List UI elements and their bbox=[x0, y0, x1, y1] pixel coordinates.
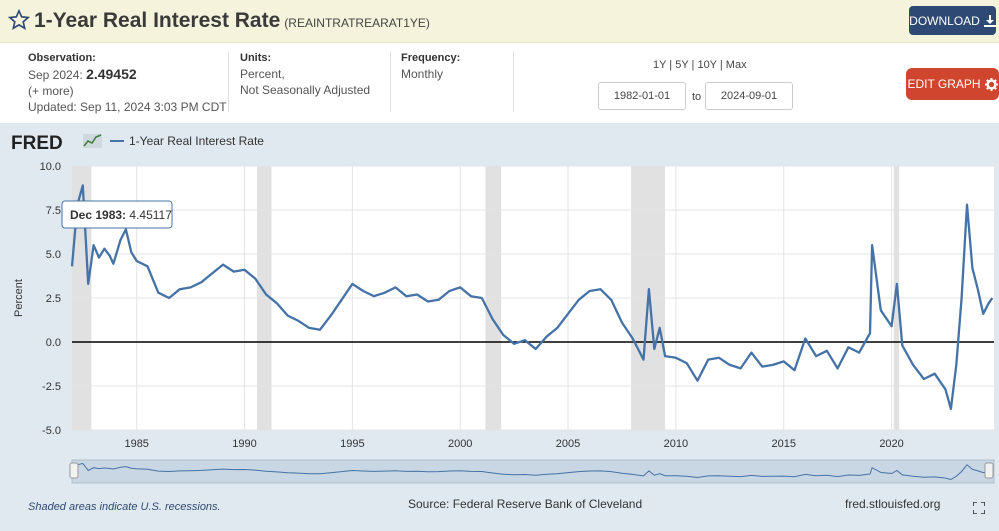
x-tick-label: 1990 bbox=[232, 438, 256, 450]
navigator-line bbox=[71, 462, 993, 481]
y-tick-label: 5.0 bbox=[46, 249, 61, 261]
legend-label: 1-Year Real Interest Rate bbox=[129, 134, 264, 148]
x-tick-label: 1995 bbox=[340, 438, 364, 450]
header-bar: 1-Year Real Interest Rate (REAINTRATREARA… bbox=[0, 0, 999, 43]
download-icon bbox=[983, 14, 996, 27]
observation-label: Observation: bbox=[28, 52, 96, 64]
y-tick-label: 10.0 bbox=[40, 161, 61, 173]
end-date-input[interactable]: 2024-09-01 bbox=[705, 82, 793, 110]
y-tick-label: 2.5 bbox=[46, 293, 61, 305]
units-block: Units: Percent, Not Seasonally Adjusted bbox=[240, 50, 370, 98]
series-id: (REAINTRATREARAT1YE) bbox=[284, 16, 430, 30]
series-title: 1-Year Real Interest Rate bbox=[34, 9, 281, 32]
y-axis-label: Percent bbox=[13, 279, 25, 317]
range-links[interactable]: 1Y | 5Y | 10Y | Max bbox=[653, 59, 747, 71]
frequency-value: Monthly bbox=[401, 67, 444, 81]
frequency-label: Frequency: bbox=[401, 52, 461, 64]
frequency-block: Frequency: Monthly bbox=[401, 50, 460, 82]
observation-block: Observation: Sep 2024: 2.49452 (+ more) … bbox=[28, 50, 227, 115]
fred-logo: FRED bbox=[11, 133, 63, 154]
navigator-track[interactable] bbox=[71, 459, 995, 484]
tooltip-date: Dec 1983: bbox=[70, 208, 126, 222]
gear-icon bbox=[984, 77, 998, 91]
page-title: 1-Year Real Interest Rate (REAINTRATREARA… bbox=[34, 9, 430, 33]
x-tick-label: 2020 bbox=[879, 438, 903, 450]
y-tick-label: 0.0 bbox=[46, 337, 61, 349]
navigator-handle-left[interactable] bbox=[69, 462, 79, 479]
updated-text: Updated: Sep 11, 2024 3:03 PM CDT bbox=[28, 100, 227, 114]
x-tick-label: 2010 bbox=[664, 438, 688, 450]
x-tick-label: 2000 bbox=[448, 438, 472, 450]
units-label: Units: bbox=[240, 52, 272, 64]
y-tick-label: -5.0 bbox=[42, 425, 61, 437]
source-text: Source: Federal Reserve Bank of Clevelan… bbox=[408, 497, 643, 511]
edit-graph-label: EDIT GRAPH bbox=[907, 77, 981, 91]
download-button[interactable]: DOWNLOAD bbox=[909, 6, 996, 35]
fullscreen-icon[interactable] bbox=[973, 502, 985, 514]
divider bbox=[390, 52, 391, 112]
navigator-handle-right[interactable] bbox=[984, 462, 994, 479]
tooltip: Dec 1983: 4.45117 bbox=[61, 200, 173, 229]
x-tick-label: 2005 bbox=[556, 438, 580, 450]
tooltip-value: 4.45117 bbox=[129, 208, 172, 222]
fred-logo-icon bbox=[83, 134, 102, 148]
observation-date: Sep 2024: bbox=[28, 68, 83, 82]
start-date-input[interactable]: 1982-01-01 bbox=[598, 82, 686, 110]
site-link[interactable]: fred.stlouisfed.org bbox=[845, 497, 941, 511]
to-label: to bbox=[692, 91, 702, 103]
series-line[interactable] bbox=[70, 184, 994, 411]
star-icon[interactable] bbox=[8, 9, 30, 31]
y-tick-label: -2.5 bbox=[42, 381, 61, 393]
download-label: DOWNLOAD bbox=[909, 13, 980, 28]
x-tick-label: 1985 bbox=[124, 438, 148, 450]
x-tick-label: 2015 bbox=[771, 438, 795, 450]
recession-note: Shaded areas indicate U.S. recessions. bbox=[28, 501, 221, 513]
divider bbox=[228, 52, 229, 112]
y-tick-label: 7.5 bbox=[46, 205, 61, 217]
svg-text:Dec 1983: 4.45117: Dec 1983: 4.45117 bbox=[70, 208, 172, 222]
observation-value: 2.49452 bbox=[86, 66, 137, 82]
units-line1: Percent, bbox=[240, 67, 285, 81]
divider bbox=[513, 52, 514, 112]
more-link[interactable]: (+ more) bbox=[28, 84, 74, 98]
units-line2: Not Seasonally Adjusted bbox=[240, 83, 371, 97]
edit-graph-button[interactable]: EDIT GRAPH bbox=[906, 68, 999, 100]
